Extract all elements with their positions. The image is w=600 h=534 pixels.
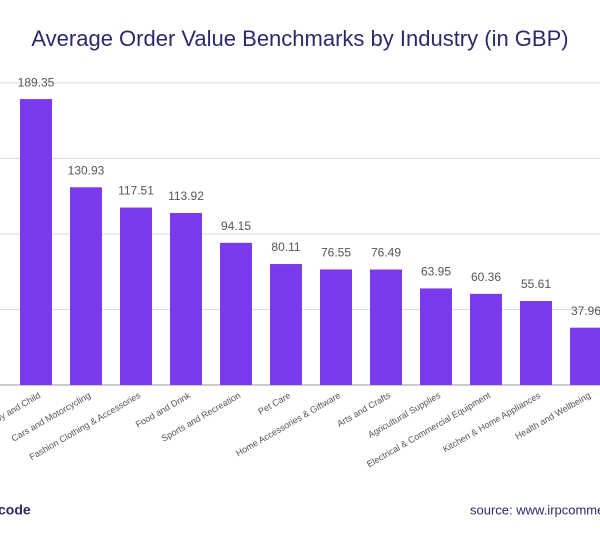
value-label: 117.51: [118, 184, 154, 198]
bar: [420, 288, 452, 385]
bar: [170, 212, 202, 385]
source: source: www.irpcommerce.com: [470, 502, 600, 517]
value-label: 76.55: [321, 246, 351, 260]
value-label: 63.95: [421, 265, 451, 279]
bar: [220, 242, 252, 385]
value-label: 76.49: [371, 246, 401, 260]
bar: [520, 301, 552, 385]
value-label: 80.11: [271, 240, 300, 254]
x-tick-label: Pet Care: [256, 390, 292, 416]
value-label: 130.93: [68, 163, 105, 177]
logo: code: [0, 502, 31, 518]
bar: [570, 327, 600, 385]
value-label: 37.96: [571, 304, 600, 318]
bar: [120, 207, 152, 385]
bar: [20, 99, 52, 386]
bar: [470, 293, 502, 385]
bar: [320, 269, 352, 385]
x-tick-label: Kitchen & Home Appliances: [441, 390, 543, 454]
value-label: 189.35: [18, 75, 55, 89]
value-label: 113.92: [168, 189, 204, 203]
value-label: 60.36: [471, 270, 501, 284]
value-label: 94.15: [221, 219, 251, 233]
bar: [270, 264, 302, 385]
bar: [70, 187, 102, 385]
bar: [370, 269, 402, 385]
chart-title: Average Order Value Benchmarks by Indust…: [31, 26, 568, 51]
value-label: 55.61: [521, 277, 551, 291]
